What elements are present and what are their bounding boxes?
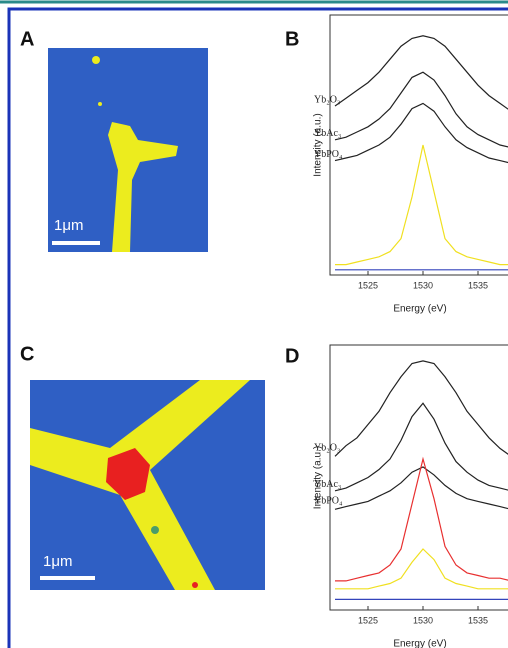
plot-frame <box>329 344 508 611</box>
panel-label: A <box>20 28 34 50</box>
x-tick-label: 1530 <box>413 615 433 625</box>
panel-label: C <box>20 343 34 365</box>
panel-label: D <box>285 345 299 367</box>
series-line <box>334 35 508 110</box>
x-tick-label: 1535 <box>468 615 488 625</box>
series-label: YbAc₃ <box>314 128 341 139</box>
frame <box>7 7 508 648</box>
series-label: YbPO₄ <box>314 149 343 160</box>
series-label: Yb₂O₃ <box>314 94 340 105</box>
x-tick-label: 1525 <box>358 280 378 290</box>
map-c: 1μm <box>30 380 265 590</box>
x-tick-label: 1530 <box>413 280 433 290</box>
series-label: YbPO₄ <box>314 496 343 507</box>
map-a: 1μm <box>48 48 208 252</box>
x-tick-label: 1525 <box>358 615 378 625</box>
series-line <box>334 466 508 510</box>
x-tick-label: 1535 <box>468 280 488 290</box>
series-line <box>334 71 508 148</box>
scale-bar-label: 1μm <box>43 553 72 570</box>
series-line <box>334 360 508 457</box>
series-label: YbAc₃ <box>314 479 341 490</box>
plot-frame <box>329 14 508 276</box>
series-line <box>335 548 508 590</box>
x-axis-title: Energy (eV) <box>393 304 446 315</box>
panel-label: B <box>285 28 299 50</box>
scale-bar-label: 1μm <box>54 217 83 234</box>
y-axis-title: Intensity (a.u.) <box>313 446 324 509</box>
series-line <box>335 456 508 582</box>
x-axis-title: Energy (eV) <box>393 639 446 648</box>
series-label: Yb₂O₃ <box>314 443 340 454</box>
series-line <box>334 102 508 164</box>
series-line <box>335 144 508 266</box>
series-line <box>334 402 508 492</box>
y-axis-title: Intensity (a.u.) <box>313 113 324 176</box>
